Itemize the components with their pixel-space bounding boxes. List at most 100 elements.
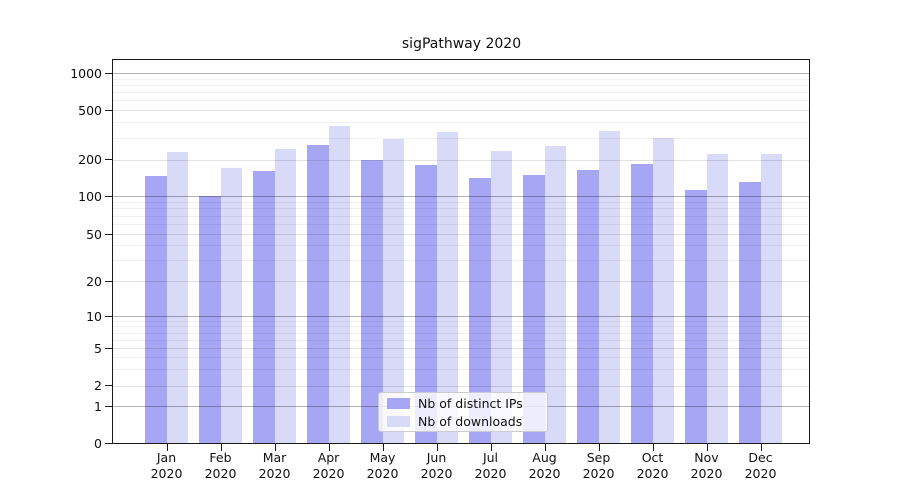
x-tick-dec [760, 444, 762, 451]
y-tick-label-2: 2 [94, 378, 102, 394]
x-tick-label-aug: Aug 2020 [518, 450, 572, 481]
bar-ips-feb [199, 196, 221, 444]
bar-ips-nov [685, 190, 707, 444]
x-tick-year: 2020 [582, 465, 615, 481]
x-tick-month: Jul [482, 450, 499, 465]
y-tick-label-1000: 1000 [70, 65, 102, 81]
x-tick-month: Apr [317, 450, 340, 465]
legend-label-downloads: Nb of downloads [418, 413, 523, 429]
y-tick-label-20: 20 [86, 273, 102, 289]
y-tick-label-1: 1 [94, 398, 102, 414]
bar-downloads-apr [328, 125, 350, 444]
bar-ips-mar [253, 171, 275, 444]
y-tick-5 [105, 347, 112, 349]
x-tick-label-may: May 2020 [356, 450, 410, 481]
bar-downloads-aug [544, 146, 566, 444]
x-tick-year: 2020 [744, 465, 777, 481]
x-tick-month: May [369, 450, 396, 465]
x-tick-month: Aug [532, 450, 557, 465]
x-tick-jan [166, 444, 168, 451]
y-tick-label-50: 50 [86, 226, 102, 242]
y-tick-label-5: 5 [94, 340, 102, 356]
x-tick-month: Jun [426, 450, 447, 465]
bar-ips-dec [739, 182, 761, 444]
bar-ips-aug [523, 174, 545, 444]
x-tick-oct [652, 444, 654, 451]
legend: Nb of distinct IPs Nb of downloads [378, 392, 548, 432]
x-tick-year: 2020 [204, 465, 237, 481]
x-tick-year: 2020 [528, 465, 561, 481]
legend-swatch-distinct-ips [387, 397, 410, 409]
y-tick-100 [105, 195, 112, 197]
x-tick-label-jul: Jul 2020 [464, 450, 518, 481]
bar-downloads-oct [652, 137, 674, 444]
bar-downloads-jul [490, 150, 512, 444]
bar-ips-jun [415, 165, 437, 444]
y-tick-label-0: 0 [94, 435, 102, 451]
x-tick-label-oct: Oct 2020 [626, 450, 680, 481]
y-tick-1000 [105, 72, 112, 74]
bar-ips-oct [631, 163, 653, 444]
chart-title: sigPathway 2020 [401, 36, 522, 52]
bar-ips-apr [307, 145, 329, 444]
bar-downloads-jun [436, 132, 458, 444]
legend-item-distinct-ips: Nb of distinct IPs [387, 396, 547, 411]
x-tick-year: 2020 [420, 465, 453, 481]
x-tick-month: Oct [641, 450, 664, 465]
x-tick-month: Nov [694, 450, 719, 465]
x-tick-label-mar: Mar 2020 [248, 450, 302, 481]
y-tick-2 [105, 385, 112, 387]
bar-downloads-may [382, 138, 404, 444]
y-tick-10 [105, 315, 112, 317]
bar-ips-jul [469, 178, 491, 444]
bar-downloads-mar [274, 148, 296, 444]
y-tick-label-200: 200 [78, 152, 102, 167]
x-tick-month: Dec [748, 450, 773, 465]
x-tick-aug [544, 444, 546, 451]
y-tick-1 [105, 405, 112, 407]
x-tick-year: 2020 [636, 465, 669, 481]
bar-downloads-sep [598, 130, 620, 444]
x-tick-sep [598, 444, 600, 451]
x-tick-may [382, 444, 384, 451]
x-tick-mar [274, 444, 276, 451]
x-tick-apr [328, 444, 330, 451]
x-tick-month: Jan [156, 450, 177, 465]
x-tick-month: Sep [586, 450, 611, 465]
x-tick-nov [706, 444, 708, 451]
x-tick-label-feb: Feb 2020 [194, 450, 248, 481]
y-tick-label-100: 100 [78, 188, 102, 204]
x-tick-jun [436, 444, 438, 451]
x-tick-label-apr: Apr 2020 [302, 450, 356, 481]
bar-downloads-nov [706, 154, 728, 444]
x-tick-label-sep: Sep 2020 [572, 450, 626, 481]
bar-downloads-feb [220, 168, 242, 444]
y-tick-label-500: 500 [78, 102, 102, 118]
x-tick-label-jun: Jun 2020 [410, 450, 464, 481]
bar-ips-may [361, 159, 383, 444]
x-tick-month: Mar [262, 450, 287, 465]
x-tick-year: 2020 [474, 465, 507, 481]
bar-downloads-jan [166, 151, 188, 444]
y-tick-50 [105, 233, 112, 235]
bar-ips-sep [577, 169, 599, 444]
bar-ips-jan [145, 176, 167, 444]
x-tick-year: 2020 [150, 465, 183, 481]
x-tick-year: 2020 [690, 465, 723, 481]
y-tick-0 [105, 442, 112, 444]
x-tick-label-nov: Nov 2020 [680, 450, 734, 481]
x-tick-month: Feb [209, 450, 232, 465]
bars-layer [113, 60, 810, 444]
x-tick-jul [490, 444, 492, 451]
x-tick-label-dec: Dec 2020 [734, 450, 788, 481]
legend-item-downloads: Nb of downloads [387, 414, 547, 429]
y-tick-500 [105, 109, 112, 111]
x-tick-label-jan: Jan 2020 [140, 450, 194, 481]
y-tick-200 [105, 159, 112, 160]
x-tick-feb [220, 444, 222, 451]
x-tick-year: 2020 [366, 465, 399, 481]
y-tick-label-10: 10 [86, 308, 102, 324]
bar-downloads-dec [760, 154, 782, 444]
